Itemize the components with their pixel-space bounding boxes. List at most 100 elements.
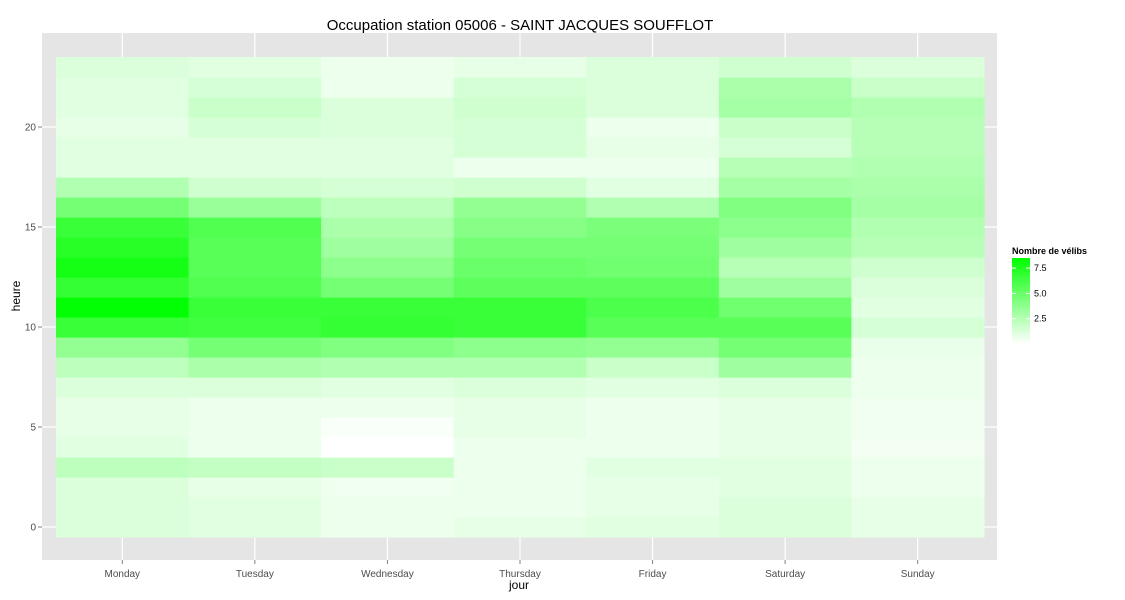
heatmap-cell [718,477,853,498]
heatmap-cell [718,397,853,418]
heatmap-cell [321,217,455,238]
heatmap-cell [56,197,190,218]
heatmap-cell [453,197,587,218]
heatmap-cell [188,217,322,238]
heatmap-cell [188,57,322,78]
heatmap-cell [586,397,720,418]
heatmap-cell [56,457,190,478]
heatmap-cell [586,97,720,118]
y-tick-label: 20 [25,123,37,134]
legend-tick-label: 2.5 [1034,314,1047,324]
heatmap-cell [56,217,190,238]
heatmap-cell [453,177,587,198]
heatmap-cell [586,497,720,518]
heatmap-cell [188,237,322,258]
heatmap-cell [56,337,190,358]
heatmap-cell [586,77,720,98]
heatmap-cell [851,277,985,298]
heatmap-cell [851,77,985,98]
heatmap-cell [453,357,587,378]
heatmap-cell [453,277,587,298]
heatmap-cell [56,137,190,158]
heatmap-cell [851,237,985,258]
heatmap-cell [851,197,985,218]
heatmap-cell [56,417,190,438]
heatmap-cell [718,277,853,298]
heatmap-cell [321,137,455,158]
heatmap-cell [321,57,455,78]
heatmap-cell [718,97,853,118]
heatmap-cell [586,357,720,378]
heatmap-cell [188,297,322,318]
y-axis-title: heure [9,280,23,311]
heatmap-cell [851,337,985,358]
heatmap-cell [718,417,853,438]
heatmap-cell [718,197,853,218]
heatmap-cell [718,237,853,258]
color-legend: Nombre de vélibs 2.5 5.0 7.5 [1012,246,1087,344]
heatmap-cell [851,477,985,498]
heatmap-cell [56,277,190,298]
heatmap-cell [56,257,190,278]
heatmap-cell [586,517,720,538]
x-tick-label: Thursday [499,569,541,580]
heatmap-cell [718,57,853,78]
heatmap-cell [321,337,455,358]
heatmap-cell [586,417,720,438]
heatmap-cell [586,337,720,358]
heatmap-cell [56,177,190,198]
heatmap-cell [586,477,720,498]
heatmap-cell [851,517,985,538]
chart-title: Occupation station 05006 - SAINT JACQUES… [327,17,714,34]
heatmap-cell [851,97,985,118]
heatmap-cell [718,517,853,538]
heatmap-cell [56,57,190,78]
heatmap-cell [586,217,720,238]
heatmap-cell [586,297,720,318]
heatmap-cell [188,177,322,198]
y-tick-label: 10 [25,323,37,334]
heatmap-cell [851,117,985,138]
heatmap-cells [56,57,985,538]
heatmap-cell [321,417,455,438]
heatmap-cell [56,297,190,318]
heatmap-cell [851,437,985,458]
heatmap-cell [321,377,455,398]
heatmap-cell [321,77,455,98]
x-tick-label: Saturday [765,569,805,580]
x-axis-title: jour [508,578,529,592]
heatmap-cell [851,317,985,338]
heatmap-cell [586,157,720,178]
heatmap-cell [718,217,853,238]
heatmap-cell [453,157,587,178]
heatmap-cell [188,157,322,178]
heatmap-cell [453,297,587,318]
heatmap-cell [56,437,190,458]
heatmap-cell [453,337,587,358]
heatmap-cell [321,177,455,198]
x-axis: Monday Tuesday Wednesday Thursday Friday Satu… [104,560,935,580]
heatmap-cell [718,157,853,178]
heatmap-cell [453,77,587,98]
heatmap-cell [586,257,720,278]
heatmap-cell [586,457,720,478]
heatmap-cell [56,357,190,378]
heatmap-cell [718,77,853,98]
heatmap-cell [718,317,853,338]
heatmap-cell [188,457,322,478]
heatmap-cell [321,257,455,278]
heatmap-cell [851,177,985,198]
heatmap-cell [453,457,587,478]
x-tick-label: Tuesday [236,569,274,580]
heatmap-cell [851,357,985,378]
heatmap-cell [718,357,853,378]
heatmap-cell [56,477,190,498]
heatmap-cell [321,117,455,138]
heatmap-cell [718,497,853,518]
heatmap-cell [586,437,720,458]
heatmap-cell [188,277,322,298]
heatmap-cell [851,257,985,278]
legend-tick-label: 5.0 [1034,288,1047,298]
heatmap-cell [56,77,190,98]
heatmap-cell [188,97,322,118]
